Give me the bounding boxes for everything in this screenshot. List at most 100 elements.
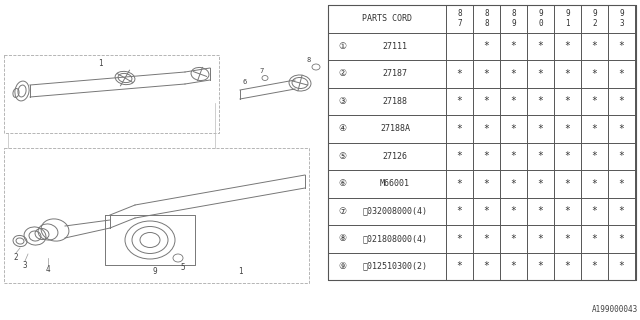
Text: ⓑ021808000(4): ⓑ021808000(4) (362, 234, 428, 243)
Text: *: * (591, 261, 597, 271)
Text: *: * (511, 124, 516, 134)
Text: *: * (511, 179, 516, 189)
Text: *: * (591, 96, 597, 106)
Text: 8
8: 8 8 (484, 9, 489, 28)
Text: ②: ② (338, 69, 346, 78)
Text: *: * (591, 206, 597, 216)
Text: *: * (564, 151, 570, 161)
Text: *: * (591, 41, 597, 51)
Text: *: * (484, 41, 490, 51)
Text: *: * (538, 41, 543, 51)
Text: 9: 9 (153, 268, 157, 276)
Text: *: * (591, 234, 597, 244)
Text: *: * (456, 151, 463, 161)
Text: *: * (456, 234, 463, 244)
Text: *: * (484, 206, 490, 216)
Text: *: * (591, 69, 597, 79)
Text: *: * (564, 96, 570, 106)
Text: 1: 1 (98, 59, 102, 68)
Text: *: * (538, 96, 543, 106)
Text: *: * (538, 151, 543, 161)
Text: *: * (511, 206, 516, 216)
Text: *: * (619, 151, 625, 161)
Text: *: * (484, 261, 490, 271)
Text: 9
0: 9 0 (538, 9, 543, 28)
Text: *: * (456, 206, 463, 216)
Text: *: * (511, 261, 516, 271)
Text: *: * (591, 124, 597, 134)
Text: *: * (591, 151, 597, 161)
Text: M66001: M66001 (380, 179, 410, 188)
Text: 9
1: 9 1 (565, 9, 570, 28)
Text: 6: 6 (243, 79, 247, 85)
Text: *: * (538, 124, 543, 134)
Text: 27187: 27187 (383, 69, 408, 78)
Bar (4, 148, 309, 283)
Text: *: * (619, 41, 625, 51)
Text: *: * (538, 206, 543, 216)
Text: ⑧: ⑧ (338, 234, 346, 243)
Bar (328, 5, 636, 280)
Text: A199000043: A199000043 (592, 305, 638, 314)
Text: 27126: 27126 (383, 152, 408, 161)
Text: *: * (511, 151, 516, 161)
Text: *: * (456, 261, 463, 271)
Text: *: * (484, 69, 490, 79)
Text: *: * (619, 69, 625, 79)
Text: 8
9: 8 9 (511, 9, 516, 28)
Text: ⓕ032008000(4): ⓕ032008000(4) (362, 207, 428, 216)
Text: *: * (456, 69, 463, 79)
Text: *: * (591, 179, 597, 189)
Text: *: * (484, 234, 490, 244)
Text: Ⓑ012510300(2): Ⓑ012510300(2) (362, 262, 428, 271)
Text: ⑨: ⑨ (338, 262, 346, 271)
Text: ④: ④ (338, 124, 346, 133)
Text: *: * (564, 234, 570, 244)
Text: *: * (538, 261, 543, 271)
Text: *: * (511, 234, 516, 244)
Text: *: * (619, 234, 625, 244)
Text: *: * (511, 96, 516, 106)
Text: *: * (484, 179, 490, 189)
Text: *: * (484, 124, 490, 134)
Text: 3: 3 (22, 260, 28, 269)
Text: *: * (456, 179, 463, 189)
Text: PARTS CORD: PARTS CORD (362, 14, 412, 23)
Text: 4: 4 (45, 266, 51, 275)
Text: 27111: 27111 (383, 42, 408, 51)
Text: 27188A: 27188A (380, 124, 410, 133)
Text: *: * (484, 96, 490, 106)
Text: *: * (619, 206, 625, 216)
Text: 2: 2 (13, 253, 19, 262)
Text: 27188: 27188 (383, 97, 408, 106)
Text: *: * (511, 69, 516, 79)
Text: ⑥: ⑥ (338, 179, 346, 188)
Text: *: * (538, 179, 543, 189)
Text: 1: 1 (237, 268, 243, 276)
Text: ⑤: ⑤ (338, 152, 346, 161)
Text: *: * (538, 69, 543, 79)
Text: 8
7: 8 7 (457, 9, 462, 28)
Bar (4, 55, 219, 133)
Text: 7: 7 (260, 68, 264, 74)
Text: ⑦: ⑦ (338, 207, 346, 216)
Text: *: * (619, 124, 625, 134)
Text: ①: ① (338, 42, 346, 51)
Text: *: * (619, 261, 625, 271)
Text: *: * (456, 96, 463, 106)
Text: 5: 5 (180, 263, 186, 273)
Text: *: * (564, 261, 570, 271)
Text: 8: 8 (307, 57, 311, 63)
Text: *: * (564, 41, 570, 51)
Text: *: * (456, 124, 463, 134)
Text: *: * (484, 151, 490, 161)
Text: *: * (511, 41, 516, 51)
Text: 9
2: 9 2 (592, 9, 597, 28)
Text: ③: ③ (338, 97, 346, 106)
Text: *: * (538, 234, 543, 244)
Text: *: * (564, 206, 570, 216)
Text: *: * (564, 124, 570, 134)
Text: *: * (564, 69, 570, 79)
Text: *: * (619, 179, 625, 189)
Text: *: * (564, 179, 570, 189)
